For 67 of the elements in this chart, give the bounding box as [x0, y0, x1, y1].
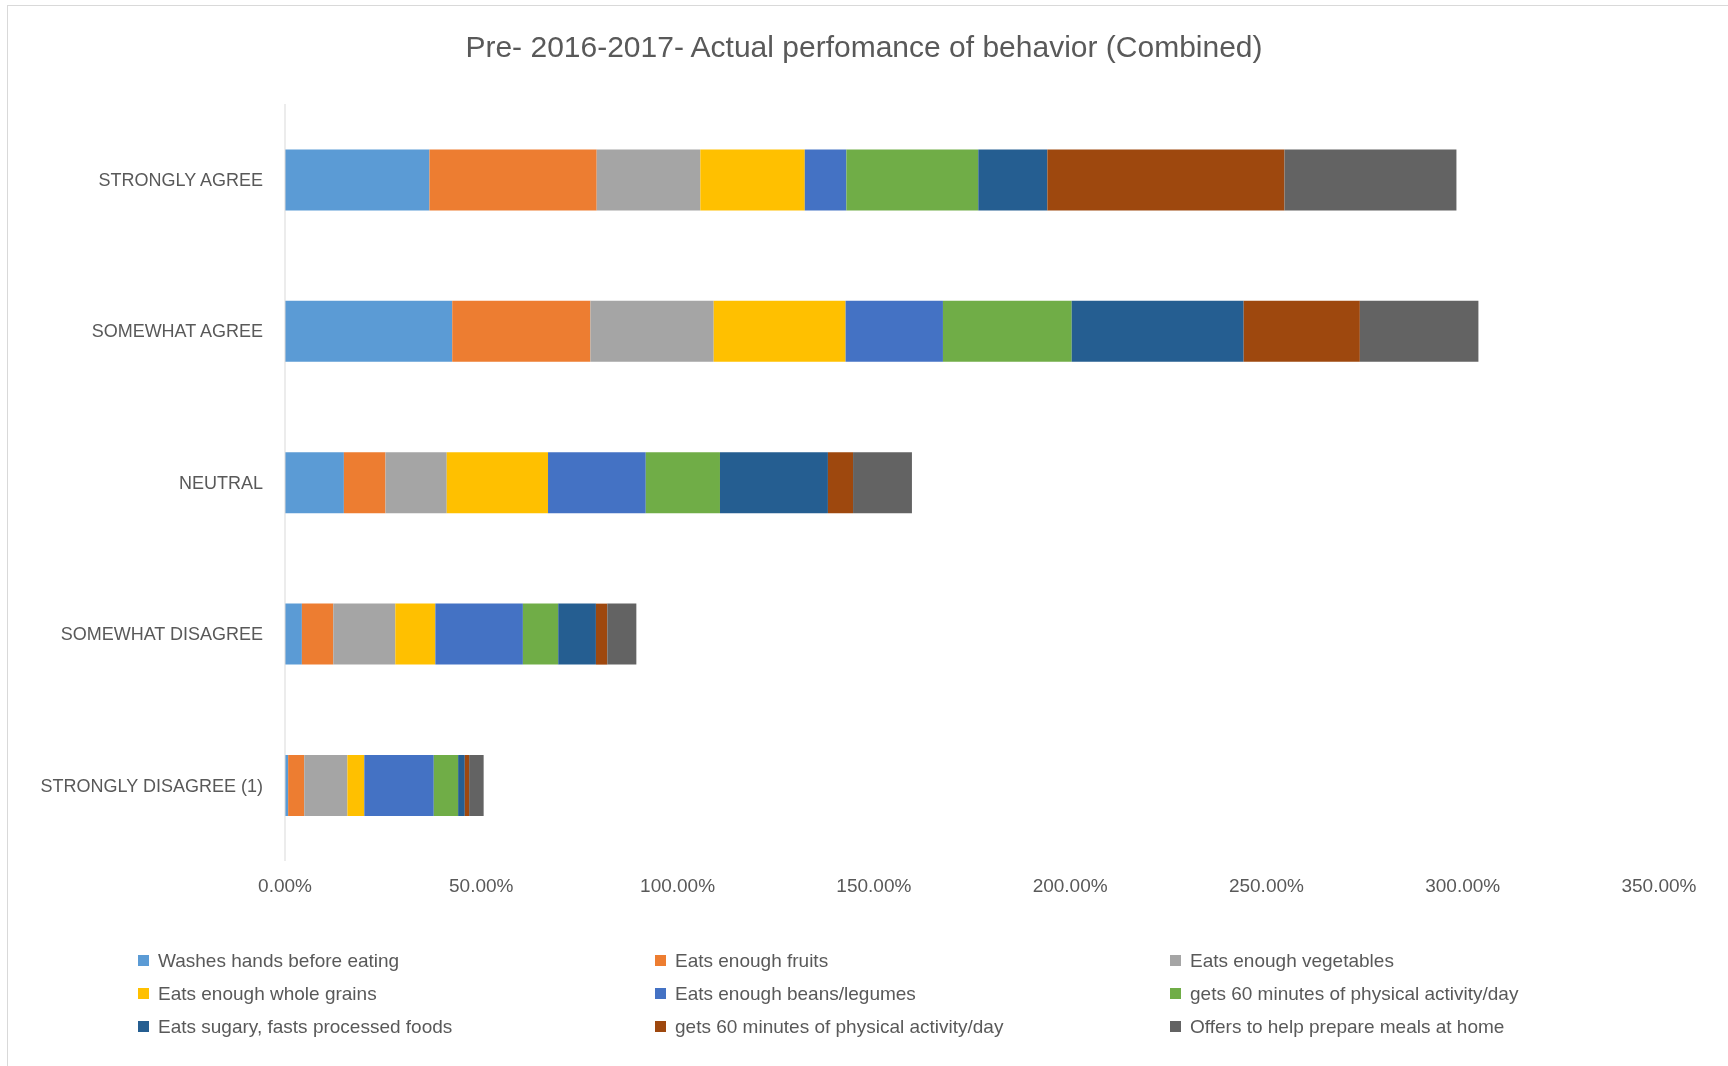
bar: [827, 452, 854, 514]
bar: [285, 300, 453, 362]
legend-label: Offers to help prepare meals at home: [1190, 1015, 1505, 1038]
bar: [347, 755, 365, 817]
chart-title: Pre- 2016-2017- Actual perfomance of behavior (Combined): [464, 30, 1264, 64]
bar: [429, 149, 597, 211]
bar: [1284, 149, 1457, 211]
bar: [548, 452, 646, 514]
legend-label: Eats enough fruits: [675, 949, 829, 972]
x-tick-label: 350.00%: [1621, 875, 1697, 897]
y-tick-label: STRONGLY DISAGREE (1): [40, 775, 263, 796]
bar: [607, 603, 637, 665]
bar: [435, 603, 523, 665]
legend-label: Eats enough beans/legumes: [675, 982, 916, 1005]
bar: [304, 755, 348, 817]
y-tick-label: SOMEWHAT AGREE: [91, 321, 263, 342]
bar: [978, 149, 1048, 211]
bar: [595, 603, 608, 665]
legend-label: Eats enough vegetables: [1190, 949, 1394, 972]
legend-label: Eats sugary, fasts processed foods: [158, 1015, 453, 1038]
bar: [1243, 300, 1360, 362]
bar: [942, 300, 1072, 362]
bar: [558, 603, 596, 665]
bar: [452, 300, 591, 362]
bar: [522, 603, 559, 665]
bar: [469, 755, 484, 817]
bar: [804, 149, 847, 211]
bar: [1071, 300, 1244, 362]
bar: [395, 603, 436, 665]
legend-label: Eats enough whole grains: [158, 982, 377, 1005]
bar: [285, 452, 344, 514]
x-tick-label: 200.00%: [1032, 875, 1108, 897]
x-tick-label: 300.00%: [1425, 875, 1501, 897]
bar: [719, 452, 828, 514]
bar: [285, 149, 430, 211]
bar: [343, 452, 386, 514]
bar: [285, 603, 302, 665]
bar: [458, 755, 465, 817]
x-tick-label: 150.00%: [836, 875, 912, 897]
bar: [288, 755, 305, 817]
bar: [645, 452, 720, 514]
x-tick-label: 250.00%: [1228, 875, 1305, 897]
y-tick-label: STRONGLY AGREE: [98, 170, 263, 190]
x-tick-label: 50.00%: [449, 875, 514, 897]
x-tick-label: 0.00%: [258, 875, 313, 897]
bar: [1359, 300, 1479, 362]
bar: [433, 755, 459, 817]
y-tick-label: SOMEWHAT DISAGREE: [60, 624, 263, 645]
bar: [590, 300, 714, 362]
bar: [846, 149, 979, 211]
bar: [333, 603, 396, 665]
bar: [385, 452, 447, 514]
bar: [853, 452, 912, 514]
bar: [364, 755, 434, 817]
bar: [464, 755, 470, 817]
legend-label: gets 60 minutes of physical activity/day: [1190, 982, 1519, 1005]
bar: [713, 300, 846, 362]
bar: [845, 300, 943, 362]
y-tick-label: NEUTRAL: [178, 472, 263, 493]
bar: [301, 603, 334, 665]
bar: [700, 149, 805, 211]
bar: [446, 452, 549, 514]
x-tick-label: 100.00%: [640, 875, 716, 897]
legend-label: Washes hands before eating: [158, 949, 400, 972]
legend-label: gets 60 minutes of physical activity/day: [675, 1015, 1004, 1038]
bar: [596, 149, 701, 211]
bar: [1047, 149, 1285, 211]
